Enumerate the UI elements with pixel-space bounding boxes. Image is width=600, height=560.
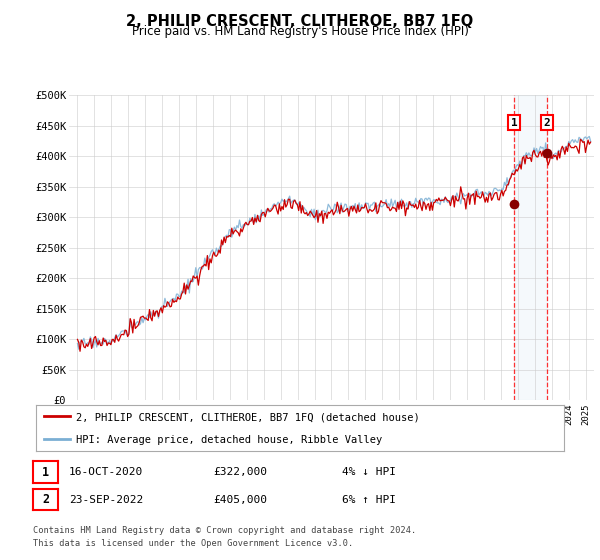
Text: This data is licensed under the Open Government Licence v3.0.: This data is licensed under the Open Gov… — [33, 539, 353, 548]
Text: 2, PHILIP CRESCENT, CLITHEROE, BB7 1FQ (detached house): 2, PHILIP CRESCENT, CLITHEROE, BB7 1FQ (… — [76, 412, 419, 422]
Text: 1: 1 — [42, 465, 49, 479]
Text: 1: 1 — [511, 118, 518, 128]
Text: 2: 2 — [42, 493, 49, 506]
Text: 2: 2 — [544, 118, 550, 128]
Text: 23-SEP-2022: 23-SEP-2022 — [69, 494, 143, 505]
Bar — [514, 95, 547, 400]
Text: £322,000: £322,000 — [213, 467, 267, 477]
Text: 4% ↓ HPI: 4% ↓ HPI — [342, 467, 396, 477]
Text: Contains HM Land Registry data © Crown copyright and database right 2024.: Contains HM Land Registry data © Crown c… — [33, 526, 416, 535]
Text: 2, PHILIP CRESCENT, CLITHEROE, BB7 1FQ: 2, PHILIP CRESCENT, CLITHEROE, BB7 1FQ — [127, 14, 473, 29]
Text: £405,000: £405,000 — [213, 494, 267, 505]
Text: 16-OCT-2020: 16-OCT-2020 — [69, 467, 143, 477]
Text: HPI: Average price, detached house, Ribble Valley: HPI: Average price, detached house, Ribb… — [76, 435, 382, 445]
Text: Price paid vs. HM Land Registry's House Price Index (HPI): Price paid vs. HM Land Registry's House … — [131, 25, 469, 38]
Text: 6% ↑ HPI: 6% ↑ HPI — [342, 494, 396, 505]
